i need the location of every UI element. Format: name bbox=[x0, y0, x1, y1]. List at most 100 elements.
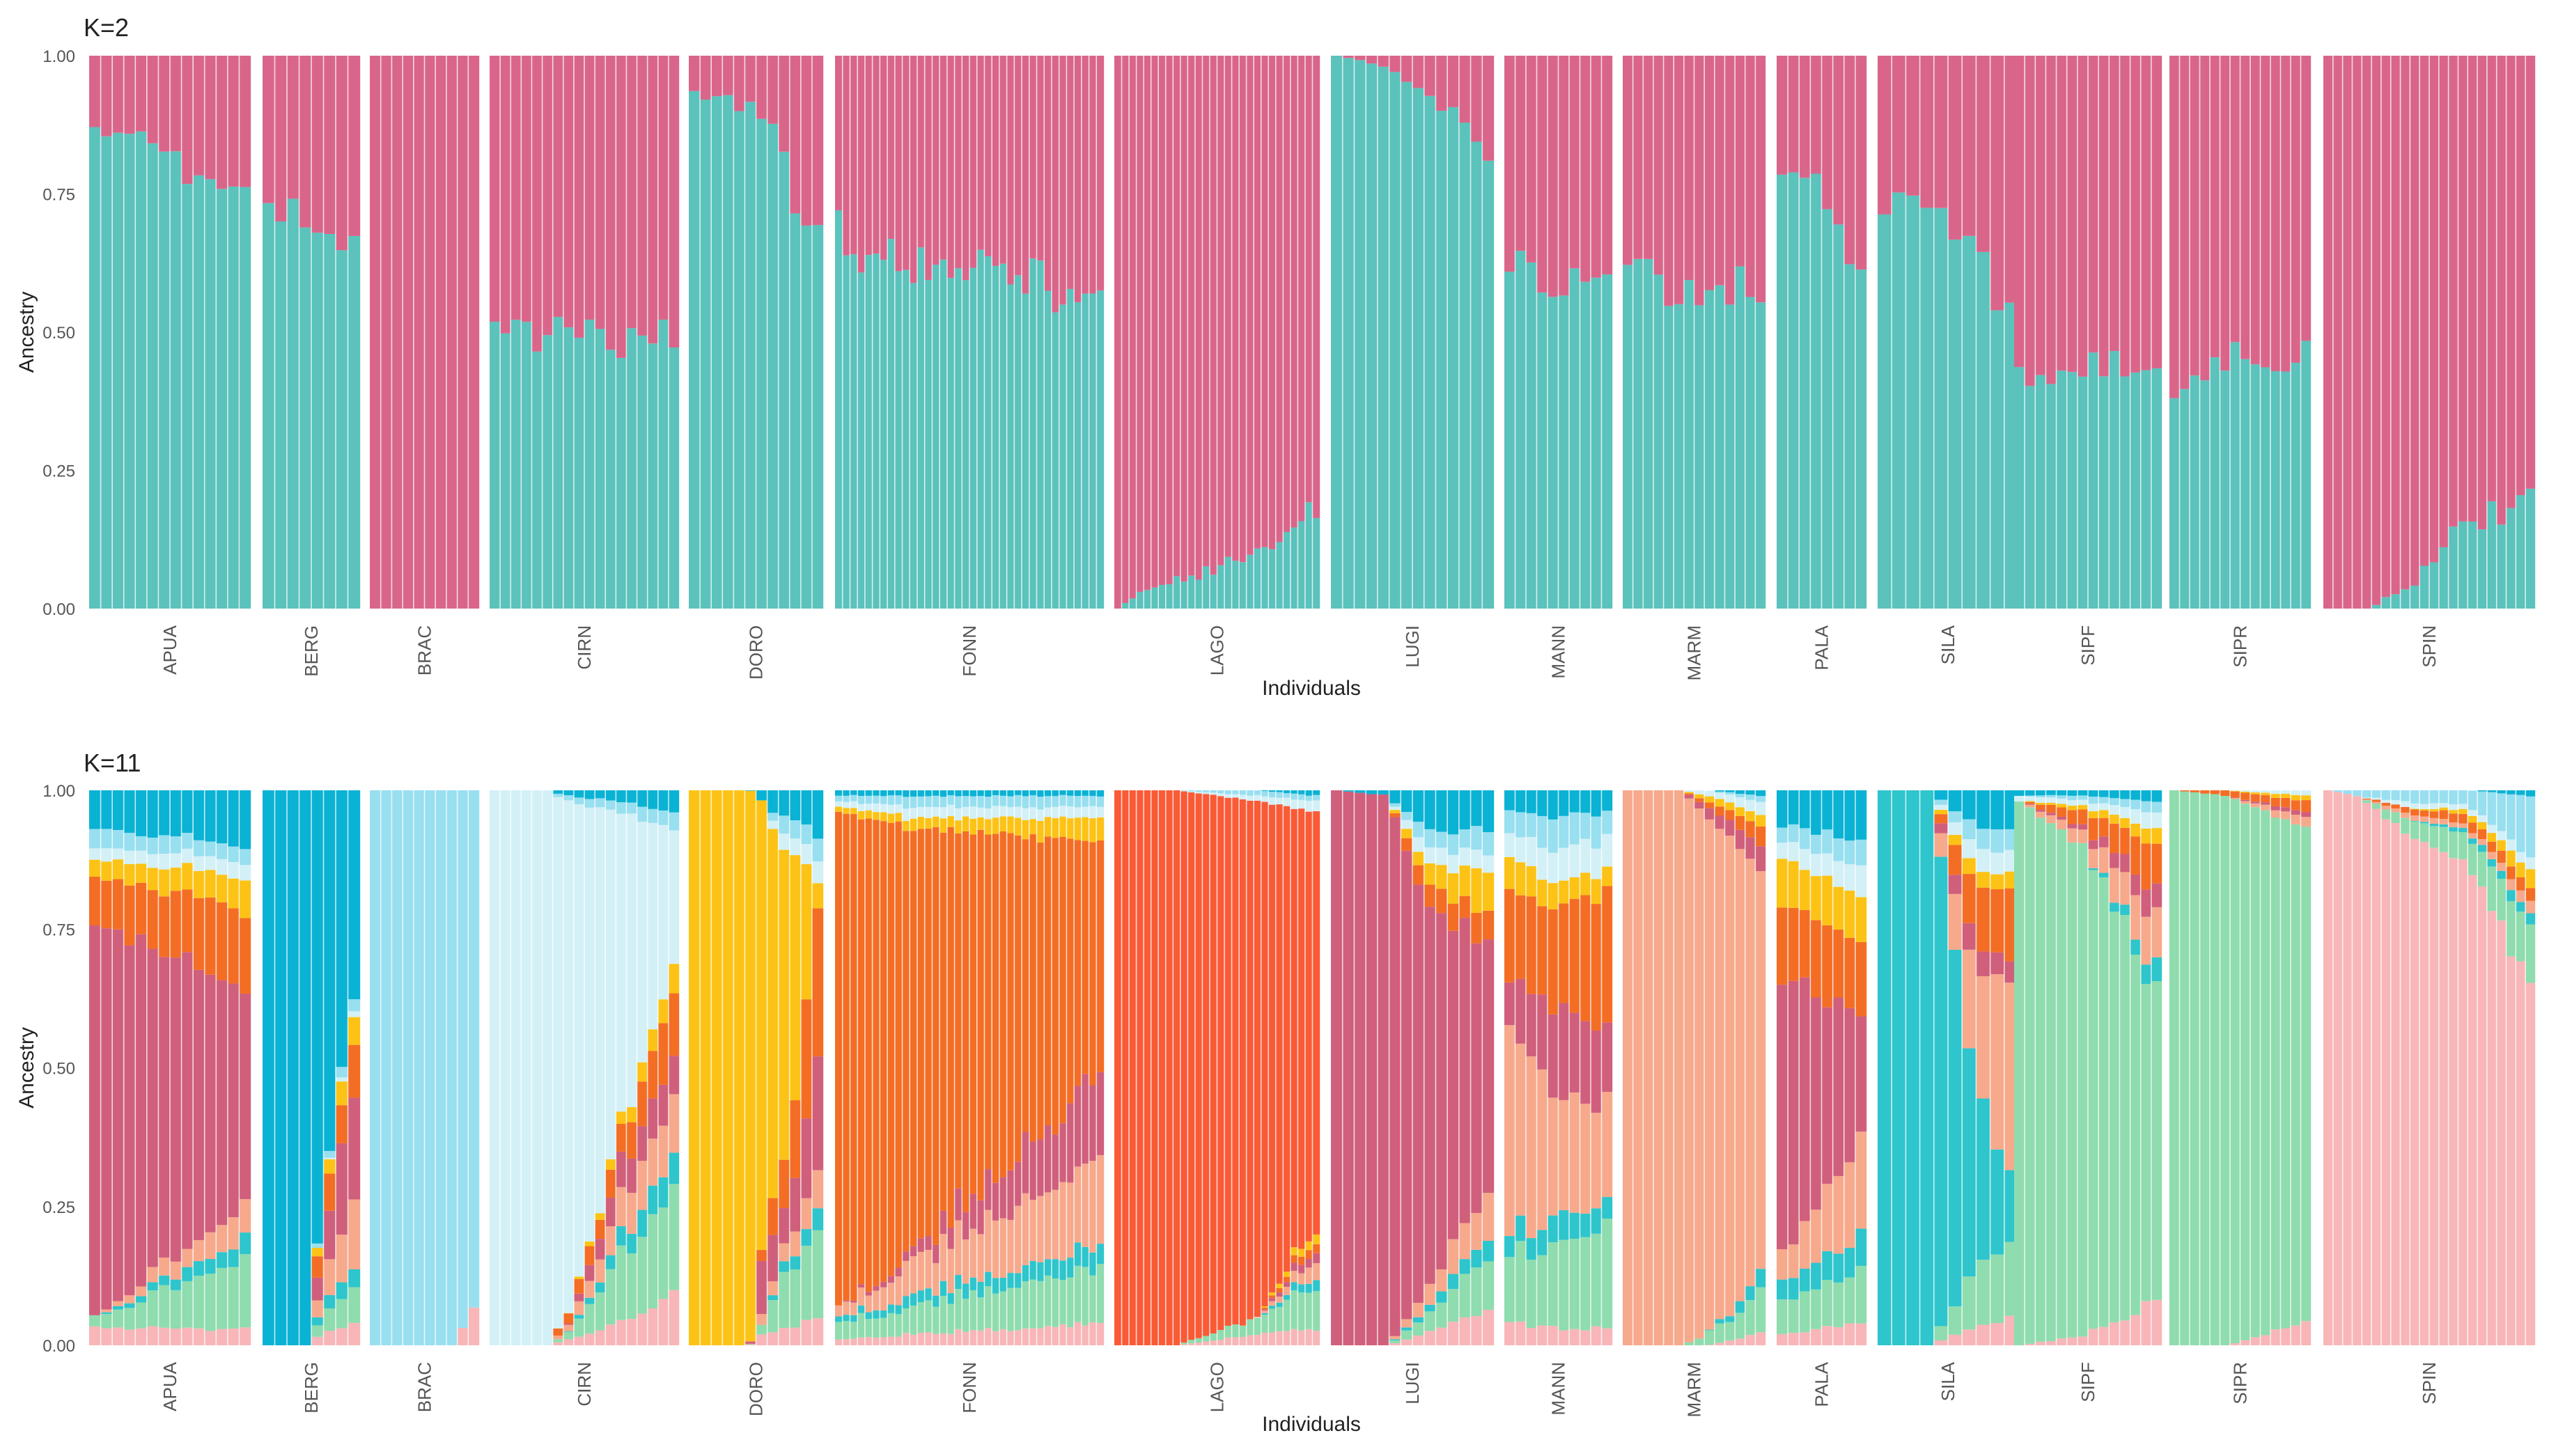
bar-segment bbox=[1843, 1277, 1856, 1324]
bar-segment bbox=[2119, 872, 2130, 905]
bar-segment bbox=[1424, 95, 1436, 609]
bar-segment bbox=[2066, 1337, 2078, 1345]
bar-segment bbox=[146, 143, 159, 609]
bar-segment bbox=[2496, 863, 2507, 871]
bar-segment bbox=[2458, 56, 2468, 522]
bar-segment bbox=[2045, 815, 2057, 824]
bar-segment bbox=[1401, 829, 1413, 838]
bar-segment bbox=[800, 844, 813, 865]
bar-segment bbox=[2280, 794, 2291, 798]
bar-separator bbox=[1590, 56, 1591, 609]
bar-segment bbox=[391, 790, 403, 1345]
bar-separator bbox=[552, 56, 554, 609]
bar-segment bbox=[992, 790, 1000, 795]
bar-segment bbox=[984, 834, 992, 1170]
bar-segment bbox=[1029, 807, 1037, 820]
bar-segment bbox=[1389, 1339, 1401, 1340]
bar-segment bbox=[940, 1281, 948, 1297]
bar-segment bbox=[323, 1294, 336, 1308]
bar-segment bbox=[992, 794, 1000, 806]
bar-segment bbox=[946, 278, 955, 609]
bar-segment bbox=[2438, 803, 2449, 808]
bar-segment bbox=[767, 1235, 779, 1282]
bar-segment bbox=[204, 56, 217, 180]
bar-segment bbox=[299, 227, 312, 609]
bar-segment bbox=[227, 878, 240, 909]
bar-segment bbox=[584, 790, 595, 799]
bar-segment bbox=[946, 1228, 955, 1249]
bar-segment bbox=[789, 1231, 802, 1257]
bar-segment bbox=[2109, 56, 2120, 352]
bar-segment bbox=[1401, 1327, 1413, 1331]
bar-segment bbox=[756, 800, 767, 1251]
bar-segment bbox=[778, 1261, 790, 1272]
bar-segment bbox=[227, 1217, 240, 1250]
bar-segment bbox=[1447, 873, 1460, 904]
population-label: BERG bbox=[301, 625, 322, 677]
bar-segment bbox=[1558, 1239, 1570, 1331]
bar-segment bbox=[1878, 214, 1892, 609]
bar-segment bbox=[2109, 1322, 2120, 1345]
bar-separator bbox=[1933, 790, 1935, 1345]
bar-segment bbox=[181, 889, 194, 953]
bar-segment bbox=[1029, 1200, 1037, 1261]
bar-segment bbox=[1180, 56, 1188, 582]
bar-segment bbox=[917, 1251, 925, 1291]
bar-segment bbox=[2419, 823, 2430, 843]
bar-segment bbox=[1683, 280, 1694, 609]
bar-segment bbox=[1832, 861, 1844, 887]
bar-separator bbox=[298, 790, 300, 1345]
bar-segment bbox=[2300, 790, 2312, 796]
bar-segment bbox=[1933, 823, 1949, 833]
bar-segment bbox=[1081, 1325, 1089, 1345]
bar-separator bbox=[1013, 790, 1015, 1345]
bar-segment bbox=[2240, 1340, 2251, 1345]
bar-segment bbox=[2362, 799, 2372, 801]
bar-segment bbox=[1515, 790, 1527, 813]
bar-separator bbox=[594, 790, 595, 1345]
bar-segment bbox=[193, 1261, 205, 1276]
bar-segment bbox=[2371, 604, 2382, 609]
bar-segment bbox=[2025, 56, 2036, 386]
bar-segment bbox=[573, 1276, 585, 1280]
bar-segment bbox=[1297, 794, 1306, 800]
bar-segment bbox=[2477, 886, 2488, 1345]
bar-segment bbox=[112, 859, 124, 879]
bar-segment bbox=[2429, 824, 2440, 827]
bar-separator bbox=[2055, 790, 2057, 1345]
bar-segment bbox=[1470, 912, 1483, 944]
bar-segment bbox=[1724, 820, 1736, 836]
bar-segment bbox=[2056, 370, 2067, 609]
bar-segment bbox=[1261, 801, 1269, 1307]
bar-segment bbox=[1254, 800, 1261, 1317]
bar-segment bbox=[2190, 375, 2200, 609]
bar-segment bbox=[1081, 1246, 1089, 1267]
bar-segment bbox=[1933, 56, 1949, 208]
bar-segment bbox=[1843, 840, 1856, 865]
bar-segment bbox=[1548, 1242, 1559, 1326]
bar-segment bbox=[573, 1336, 585, 1345]
bar-segment bbox=[2151, 56, 2162, 368]
bar-segment bbox=[1591, 790, 1602, 817]
bar-segment bbox=[857, 1287, 866, 1306]
bar-segment bbox=[1470, 56, 1483, 142]
bar-segment bbox=[239, 790, 251, 850]
bar-segment bbox=[657, 1299, 669, 1345]
bar-segment bbox=[1096, 1264, 1105, 1323]
bar-segment bbox=[711, 96, 723, 609]
bar-segment bbox=[2496, 56, 2507, 525]
bar-separator bbox=[1201, 56, 1203, 609]
bar-segment bbox=[2240, 799, 2251, 801]
bar-separator bbox=[668, 56, 669, 609]
bar-separator bbox=[1933, 56, 1935, 609]
bar-separator bbox=[1470, 790, 1472, 1345]
bar-segment bbox=[789, 1256, 802, 1270]
bar-segment bbox=[842, 790, 850, 796]
bar-segment bbox=[1312, 56, 1320, 518]
bar-separator bbox=[1642, 790, 1644, 1345]
bar-segment bbox=[1435, 865, 1448, 889]
bar-segment bbox=[2342, 56, 2353, 609]
bar-segment bbox=[745, 56, 756, 102]
bar-segment bbox=[1892, 56, 1906, 193]
bar-segment bbox=[969, 267, 977, 609]
